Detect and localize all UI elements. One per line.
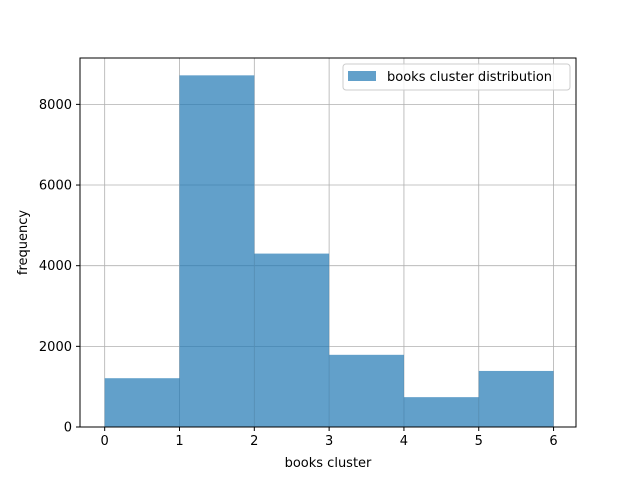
legend-swatch [348,71,376,81]
x-tick-label-1: 1 [175,434,183,449]
y-tick-label-1: 2000 [39,340,72,355]
y-tick-label-2: 4000 [39,259,72,274]
legend-box [342,63,571,91]
histogram-bar-2 [254,253,330,427]
plot-frame [79,57,577,428]
histogram-bar-3 [329,354,404,427]
histogram-bar-5 [478,370,554,427]
y-tick-label-3: 6000 [39,179,72,194]
x-tick-label-2: 2 [250,434,258,449]
histogram-bar-0 [104,378,180,427]
y-tick-label-0: 0 [64,421,72,436]
x-tick-label-0: 0 [101,434,109,449]
y-tick-label-4: 8000 [39,98,72,113]
legend-label: books cluster distribution [387,70,552,85]
legend: books cluster distribution [342,63,571,91]
x-tick-label-6: 6 [549,434,557,449]
x-tick-label-5: 5 [475,434,483,449]
bars [104,75,554,428]
x-tick-label-4: 4 [400,434,408,449]
histogram-bar-4 [403,397,479,427]
x-axis-label: books cluster [285,456,372,471]
x-tick-label-3: 3 [325,434,333,449]
ticks: 0 1 2 3 4 5 6 0 2000 4000 6000 8000 [39,98,558,449]
y-axis-label: frequency [16,210,31,276]
histogram-bar-1 [179,75,255,428]
